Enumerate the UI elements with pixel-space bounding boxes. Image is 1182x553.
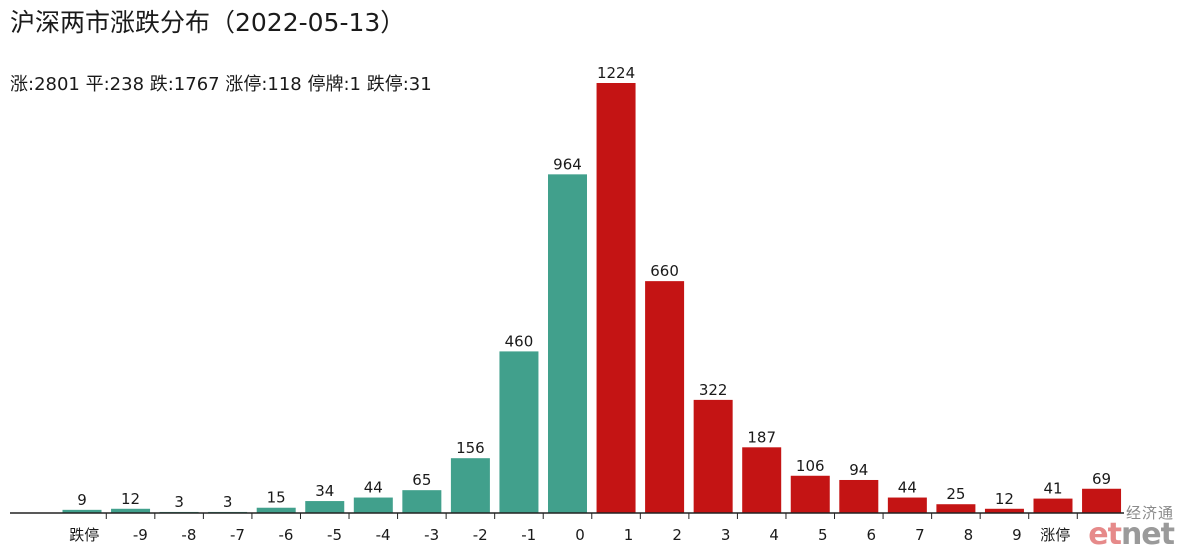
- bar-9: [499, 351, 539, 513]
- x-tick-label-13: 3: [721, 526, 731, 544]
- bar-label-14: 187: [747, 428, 776, 446]
- bar-6: [353, 497, 393, 513]
- bar-label-5: 34: [315, 482, 334, 500]
- bar-label-17: 44: [898, 479, 917, 497]
- bar-11: [596, 83, 636, 513]
- bar-label-21: 69: [1092, 470, 1111, 488]
- bar-label-3: 3: [223, 493, 233, 511]
- x-ticks-group: 跌停 -9 -8 -7 -6 -5 -4 -3 -2 -1 0 1 2 3 4 5 6 7 8 9 涨停: [69, 513, 1078, 544]
- x-tick-label-14: 4: [769, 526, 779, 544]
- x-tick-label-20: 涨停: [1040, 526, 1070, 544]
- x-tick-label-15: 5: [818, 526, 828, 544]
- bar-label-2: 3: [174, 493, 184, 511]
- chart-title: 沪深两市涨跌分布（2022-05-13）: [10, 8, 406, 37]
- bar-labels-group: 9 12 3 3 15 34 44 65 156 460 964 1224 660 322 187 106 94…: [77, 64, 1111, 511]
- watermark-cn: 经济通: [1125, 504, 1174, 522]
- bar-label-0: 9: [77, 491, 87, 509]
- bar-15: [790, 475, 830, 513]
- bar-5: [305, 501, 345, 513]
- x-tick-label-17: 7: [915, 526, 925, 544]
- watermark-logo-net: net: [1120, 517, 1175, 552]
- x-tick-label-18: 8: [964, 526, 974, 544]
- bar-19: [984, 508, 1024, 513]
- bar-label-16: 94: [849, 461, 868, 479]
- x-tick-label-8: -2: [473, 526, 488, 544]
- bar-21: [1082, 488, 1122, 513]
- bar-label-8: 156: [456, 439, 485, 457]
- bar-20: [1033, 498, 1073, 513]
- bar-label-7: 65: [412, 471, 431, 489]
- x-tick-label-3: -7: [230, 526, 245, 544]
- watermark-logo-et: et: [1088, 517, 1122, 552]
- bar-label-12: 660: [650, 262, 679, 280]
- watermark-logo: etnet: [1088, 517, 1175, 552]
- chart-summary: 涨:2801 平:238 跌:1767 涨停:118 停牌:1 跌停:31: [10, 74, 432, 95]
- bar-17: [887, 497, 927, 513]
- x-tick-label-2: -8: [181, 526, 196, 544]
- bar-8: [450, 458, 490, 513]
- bar-label-1: 12: [121, 490, 140, 508]
- bar-7: [402, 490, 442, 513]
- bars-group: [62, 83, 1122, 513]
- bar-label-18: 25: [946, 485, 965, 503]
- bar-0: [62, 509, 102, 513]
- x-tick-label-6: -4: [376, 526, 391, 544]
- bar-label-13: 322: [699, 381, 728, 399]
- bar-label-6: 44: [364, 479, 383, 497]
- bar-16: [839, 479, 879, 513]
- x-tick-label-10: 0: [575, 526, 585, 544]
- x-tick-label-0: 跌停: [69, 526, 99, 544]
- x-tick-label-12: 2: [672, 526, 682, 544]
- bar-10: [548, 174, 587, 513]
- x-tick-label-4: -6: [279, 526, 294, 544]
- bar-label-20: 41: [1043, 480, 1062, 498]
- x-tick-label-9: -1: [521, 526, 536, 544]
- bar-14: [742, 447, 782, 513]
- x-tick-label-11: 1: [624, 526, 634, 544]
- etnet-watermark: 经济通 etnet: [1088, 504, 1175, 552]
- bar-12: [645, 281, 685, 513]
- bar-label-19: 12: [995, 490, 1014, 508]
- bar-label-15: 106: [796, 457, 825, 475]
- x-tick-label-16: 6: [867, 526, 877, 544]
- bar-label-9: 460: [505, 332, 534, 350]
- bar-18: [936, 504, 976, 513]
- x-tick-label-5: -5: [327, 526, 342, 544]
- x-tick-label-7: -3: [424, 526, 439, 544]
- bar-13: [693, 399, 733, 513]
- x-tick-label-1: -9: [133, 526, 148, 544]
- bar-label-11: 1224: [597, 64, 635, 82]
- bar-label-10: 964: [553, 155, 582, 173]
- bar-1: [111, 508, 151, 513]
- bar-label-4: 15: [267, 489, 286, 507]
- x-tick-label-19: 9: [1012, 526, 1022, 544]
- bar-4: [256, 507, 296, 513]
